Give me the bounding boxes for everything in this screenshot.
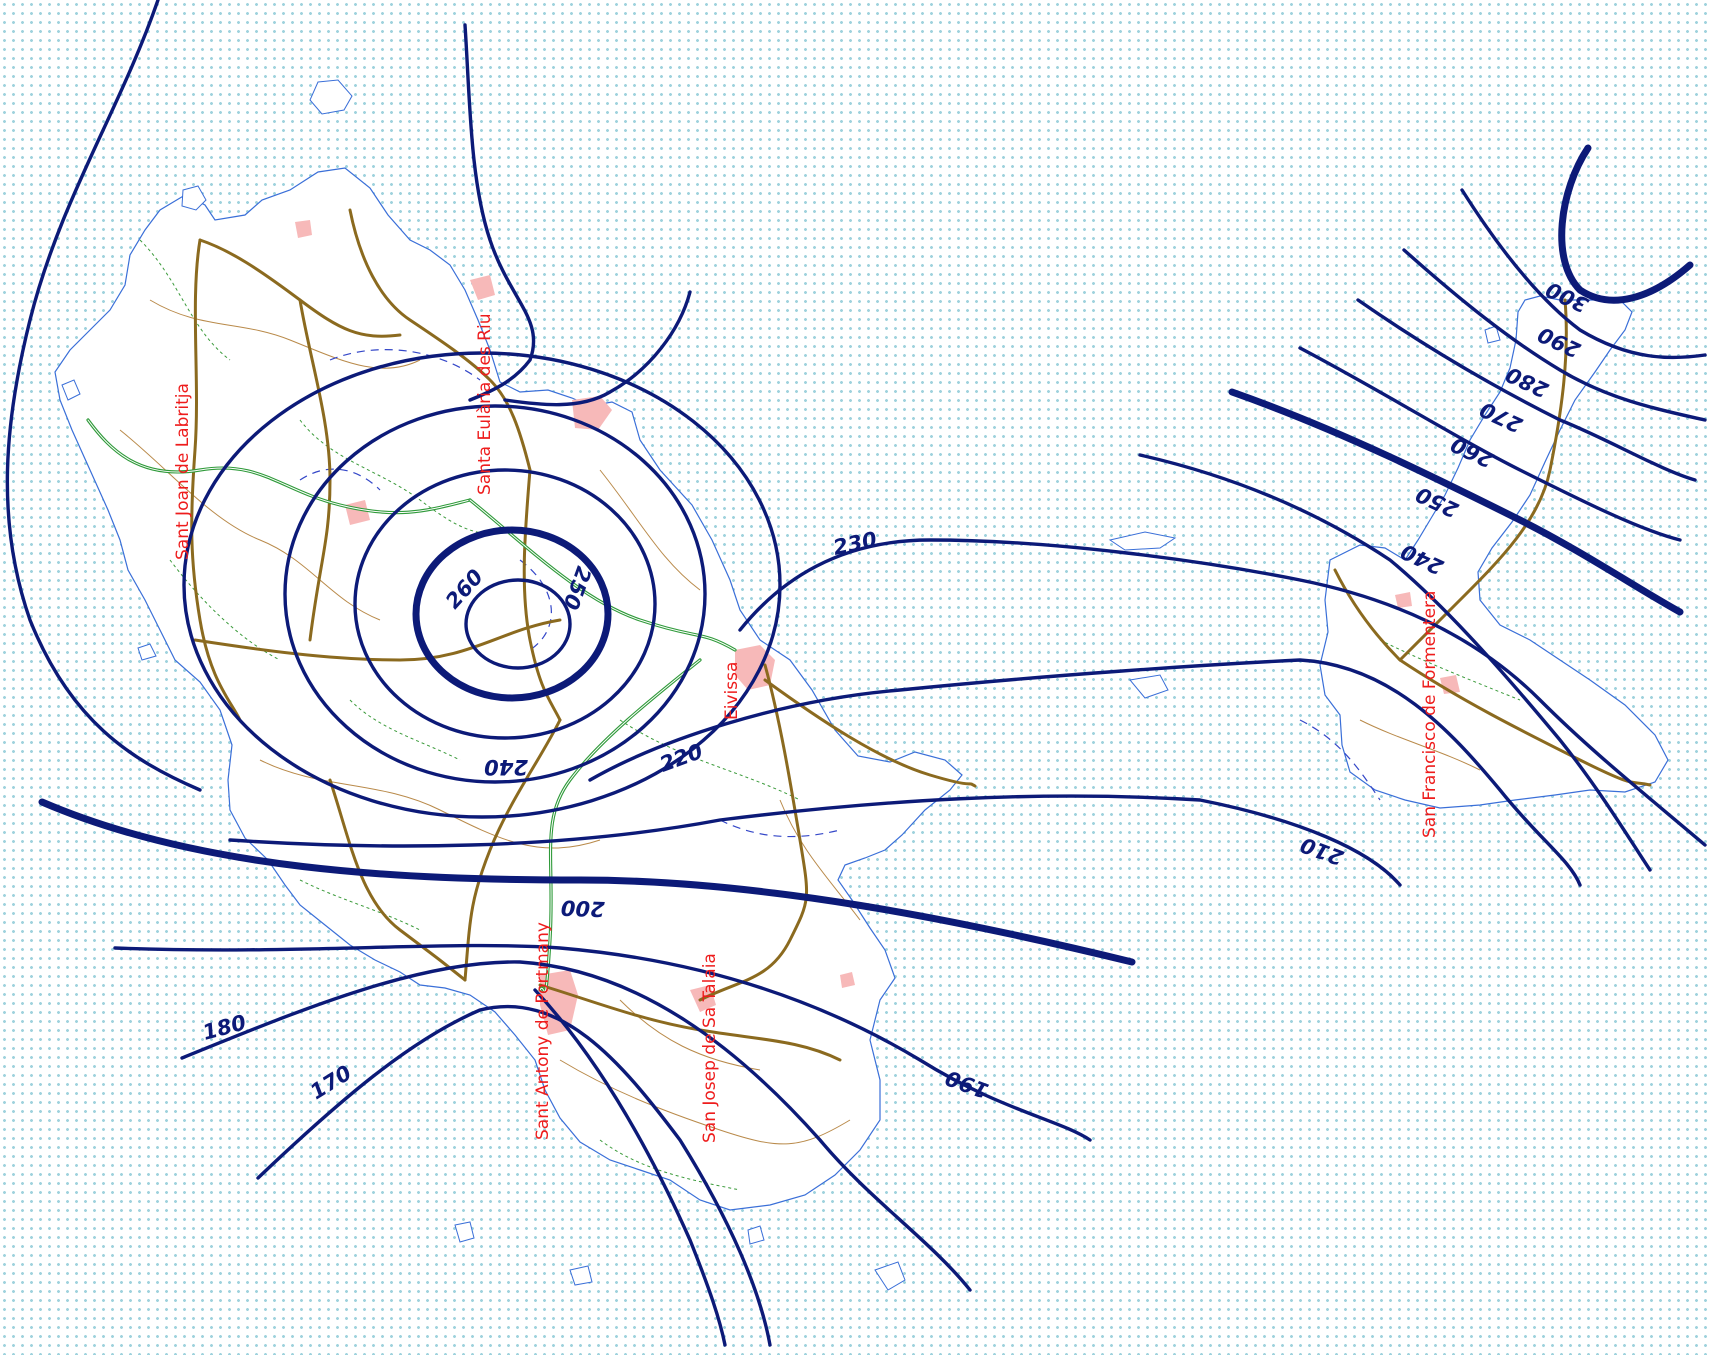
islet-south-1	[454, 1221, 475, 1243]
main-road	[1398, 298, 1568, 662]
place-label-eivissa: Eivissa	[722, 662, 742, 720]
main-road	[522, 468, 562, 722]
track	[299, 879, 421, 931]
highway-east-core	[469, 499, 736, 651]
main-road	[328, 778, 467, 982]
islet-south-4	[747, 1225, 765, 1245]
iso-label-230: 230	[831, 527, 879, 560]
track	[169, 559, 281, 661]
main-road	[1333, 568, 1402, 662]
isoline-270-east	[1356, 298, 1697, 482]
isoline-north-west	[5, 0, 202, 792]
isoline-250-bold	[412, 526, 612, 702]
urban-formentera-2	[1395, 592, 1412, 608]
urban-sant-antoni	[540, 970, 578, 1035]
main-road	[763, 678, 977, 788]
isoline-210	[228, 794, 1402, 887]
isoline-190	[113, 943, 1092, 1142]
main-road	[463, 718, 562, 982]
place-label-san-josep: San Josep de Sa Talaia	[700, 953, 720, 1143]
track	[619, 719, 801, 801]
minor-road	[119, 429, 381, 621]
place-label-san-francisco: San Francisco de Formentera	[1420, 591, 1440, 838]
isoline-290-east	[1460, 188, 1707, 360]
highway-layer	[86, 418, 737, 993]
isoline-south	[533, 988, 727, 1347]
isoline-230-loop	[283, 404, 707, 784]
isoline-220-loop	[182, 351, 782, 819]
islet-west-2	[137, 643, 157, 661]
minor-contour	[329, 349, 481, 381]
place-label-santa-eularia: Santa Eulària des Riu	[475, 314, 495, 495]
islet-west-1	[61, 379, 81, 401]
highway-main-core	[87, 419, 471, 514]
track	[1379, 639, 1521, 701]
place-label-sant-antony: Sant Antony de Portmany	[533, 922, 553, 1140]
minor-road	[599, 469, 701, 591]
main-road	[190, 238, 242, 722]
land-layer	[54, 79, 1669, 1291]
main-road-layer	[190, 208, 1652, 1062]
ibiza-island	[54, 167, 963, 1211]
isoline-230	[738, 538, 1707, 847]
isoline-260-inner	[464, 578, 572, 670]
iso-label-180: 180	[200, 1010, 249, 1045]
isoline-280-east	[1402, 248, 1707, 422]
isoline-170	[256, 1004, 772, 1347]
formentera-island	[1319, 295, 1669, 809]
track	[299, 419, 521, 535]
islet-south-2	[569, 1265, 593, 1286]
urban-north-2	[470, 275, 495, 300]
main-road	[348, 208, 532, 472]
isoline-north-east	[503, 290, 692, 407]
isoline-layer	[5, 0, 1707, 1347]
isoline-220	[588, 658, 1582, 887]
main-road	[1398, 658, 1652, 787]
isoline-240-east	[1138, 453, 1652, 872]
iso-label-200: 200	[561, 895, 606, 921]
minor-contour	[299, 468, 381, 491]
main-road	[698, 663, 808, 1002]
urban-south-1	[840, 972, 855, 988]
islet-formentera-1	[1484, 325, 1501, 344]
main-road	[193, 618, 562, 662]
islet-south-3	[874, 1261, 906, 1291]
highway-south-core	[539, 659, 701, 992]
isoline-260-east	[1298, 346, 1682, 542]
minor-road	[1359, 719, 1481, 771]
isoline-250-east-bold	[1228, 388, 1684, 616]
minor-contour	[719, 819, 841, 838]
islet-north-2	[181, 185, 207, 211]
track	[599, 1139, 741, 1191]
minor-road	[559, 1059, 851, 1145]
iso-label-190: 190	[942, 1065, 991, 1103]
urban-north-1	[295, 220, 312, 238]
iso-label-240: 240	[484, 755, 528, 779]
minor-contour	[1299, 719, 1381, 801]
place-label-layer: Sant Joan de Labritja Santa Eulària des …	[173, 314, 1440, 1143]
islet-east-1	[1108, 531, 1177, 551]
track	[139, 239, 231, 361]
track	[349, 699, 461, 761]
isoline-240-loop	[353, 468, 657, 740]
isoline-300-east-bold	[1558, 144, 1694, 304]
islet-north-1	[309, 79, 353, 115]
iso-label-210: 210	[1297, 832, 1346, 870]
minor-road	[619, 999, 761, 1071]
islet-east-2	[1129, 674, 1169, 699]
isoline-north-central	[463, 23, 536, 402]
place-label-sant-joan: Sant Joan de Labritja	[173, 383, 193, 560]
isoline-200-bold	[38, 798, 1136, 966]
isoline-180	[180, 960, 972, 1292]
minor-contour	[519, 559, 552, 651]
